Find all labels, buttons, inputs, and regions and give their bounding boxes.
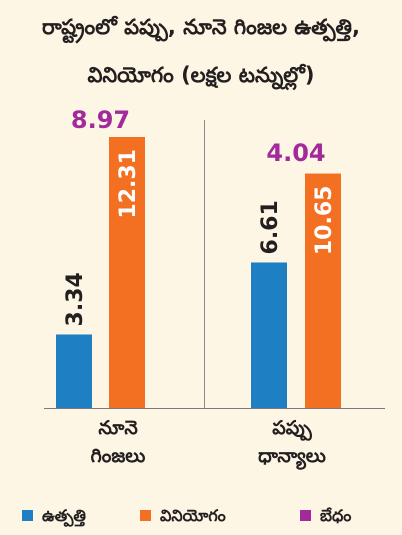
- value-label-consumption-oilseeds: 12.31: [116, 149, 141, 219]
- legend-swatch-consumption: [140, 510, 151, 521]
- legend-swatch-production: [22, 510, 33, 521]
- difference-label-oilseeds: 8.97: [71, 106, 130, 134]
- value-label-consumption-pulses: 10.65: [312, 186, 337, 256]
- bar-consumption-pulses: [305, 173, 341, 408]
- difference-label-pulses: 4.04: [266, 139, 325, 167]
- bar-consumption-oilseeds: [109, 137, 145, 408]
- legend-label-production: ఉత్పత్తి: [42, 506, 86, 525]
- value-label-production-oilseeds: 3.34: [63, 272, 88, 326]
- category-label-oilseeds-line-2: గింజలు: [90, 445, 146, 467]
- category-label-pulses-line-1: పప్పు: [272, 417, 312, 439]
- category-label-pulses-line-2: ధాన్యాలు: [258, 445, 326, 467]
- chart-title-line-1: రాష్ట్రంలో పప్పు, నూనె గింజల ఉత్పత్తి,: [42, 15, 360, 39]
- legend-swatch-difference: [300, 510, 311, 521]
- category-label-oilseeds-line-1: నూనె: [98, 417, 138, 439]
- bar-production-oilseeds: [56, 334, 92, 408]
- bar-chart: 3.34 12.31 8.97 6.61 10.65 4.04: [44, 106, 385, 409]
- legend-label-consumption: వినియోగం: [160, 506, 226, 525]
- chart-title-line-2: వినియోగం (లక్షల టన్నుల్లో): [87, 63, 315, 87]
- legend: ఉత్పత్తి వినియోగం బేధం: [0, 500, 402, 530]
- value-label-production-pulses: 6.61: [258, 200, 283, 254]
- bar-production-pulses: [251, 262, 287, 408]
- legend-label-difference: బేధం: [320, 506, 352, 525]
- category-label-pulses: పప్పు ధాన్యాలు: [212, 414, 372, 470]
- category-label-oilseeds: నూనె గింజలు: [38, 414, 198, 470]
